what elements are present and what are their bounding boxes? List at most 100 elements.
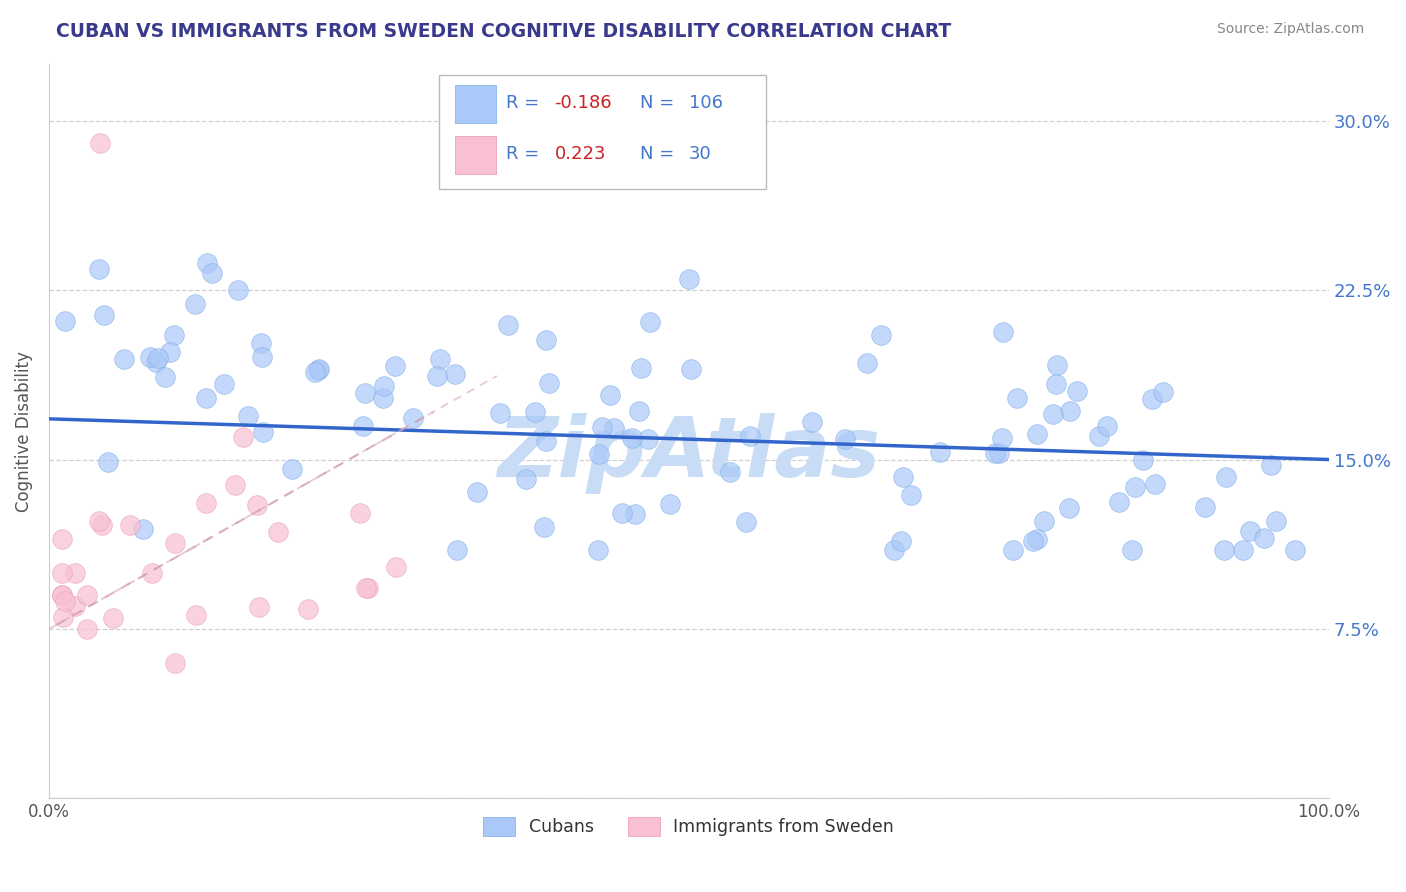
Point: [63, 566, 86, 580]
Point: [1042, 407, 1064, 421]
Point: [718, 465, 741, 479]
Point: [238, 409, 260, 424]
Point: [267, 524, 290, 539]
Point: [89, 261, 111, 276]
Point: [118, 517, 141, 532]
Point: [855, 356, 877, 370]
Text: N =: N =: [640, 94, 681, 112]
Point: [1152, 385, 1174, 400]
Point: [357, 581, 380, 595]
Point: [591, 419, 613, 434]
Point: [630, 361, 652, 376]
Point: [112, 352, 135, 367]
Point: [498, 318, 520, 332]
Point: [990, 431, 1012, 445]
Point: [97, 455, 120, 469]
Point: [1125, 480, 1147, 494]
Point: [195, 256, 218, 270]
Point: [165, 656, 187, 670]
Point: [640, 315, 662, 329]
Point: [63, 599, 86, 614]
Point: [443, 368, 465, 382]
Point: [51, 566, 73, 580]
Point: [281, 461, 304, 475]
Point: [297, 602, 319, 616]
Point: [1144, 476, 1167, 491]
Point: [900, 488, 922, 502]
Point: [373, 379, 395, 393]
Point: [1194, 500, 1216, 515]
Point: [184, 608, 207, 623]
Point: [637, 432, 659, 446]
Point: [183, 297, 205, 311]
Point: [429, 352, 451, 367]
Point: [246, 499, 269, 513]
Point: [101, 610, 124, 624]
FancyBboxPatch shape: [454, 85, 496, 123]
Point: [247, 600, 270, 615]
Point: [384, 359, 406, 373]
Point: [869, 328, 891, 343]
Text: -0.186: -0.186: [554, 94, 612, 112]
Point: [1045, 376, 1067, 391]
Point: [1025, 426, 1047, 441]
Point: [735, 515, 758, 529]
Point: [52, 610, 75, 624]
Point: [534, 334, 557, 348]
Point: [1088, 429, 1111, 443]
Point: [928, 445, 950, 459]
Point: [628, 403, 651, 417]
Point: [91, 518, 114, 533]
Point: [1033, 515, 1056, 529]
Point: [356, 582, 378, 596]
Point: [588, 447, 610, 461]
Point: [402, 411, 425, 425]
Point: [1026, 532, 1049, 546]
Point: [224, 478, 246, 492]
Point: [891, 470, 914, 484]
Point: [1265, 514, 1288, 528]
Point: [984, 446, 1007, 460]
Point: [800, 415, 823, 429]
FancyBboxPatch shape: [454, 136, 496, 174]
Point: [352, 418, 374, 433]
Point: [679, 362, 702, 376]
Point: [1121, 542, 1143, 557]
Point: [533, 520, 555, 534]
Point: [1022, 533, 1045, 548]
Point: [76, 622, 98, 636]
Point: [1005, 391, 1028, 405]
Point: [890, 534, 912, 549]
Text: CUBAN VS IMMIGRANTS FROM SWEDEN COGNITIVE DISABILITY CORRELATION CHART: CUBAN VS IMMIGRANTS FROM SWEDEN COGNITIV…: [56, 22, 952, 41]
Text: N =: N =: [640, 145, 681, 163]
Point: [738, 429, 761, 443]
Point: [1260, 458, 1282, 472]
Point: [1045, 359, 1067, 373]
Point: [201, 266, 224, 280]
Point: [384, 560, 406, 574]
Point: [165, 535, 187, 549]
Point: [145, 355, 167, 369]
Point: [1059, 404, 1081, 418]
Point: [599, 387, 621, 401]
Point: [610, 506, 633, 520]
Point: [153, 370, 176, 384]
Point: [1253, 531, 1275, 545]
Point: [1108, 495, 1130, 509]
Point: [250, 336, 273, 351]
Point: [252, 425, 274, 439]
Point: [987, 446, 1010, 460]
Point: [1284, 542, 1306, 557]
Point: [991, 326, 1014, 340]
Point: [232, 430, 254, 444]
Point: [1095, 418, 1118, 433]
Point: [141, 566, 163, 580]
Text: R =: R =: [506, 94, 546, 112]
Point: [163, 327, 186, 342]
Point: [51, 588, 73, 602]
Point: [93, 308, 115, 322]
Point: [534, 434, 557, 449]
Point: [146, 351, 169, 365]
Point: [1232, 542, 1254, 557]
Point: [1066, 384, 1088, 399]
